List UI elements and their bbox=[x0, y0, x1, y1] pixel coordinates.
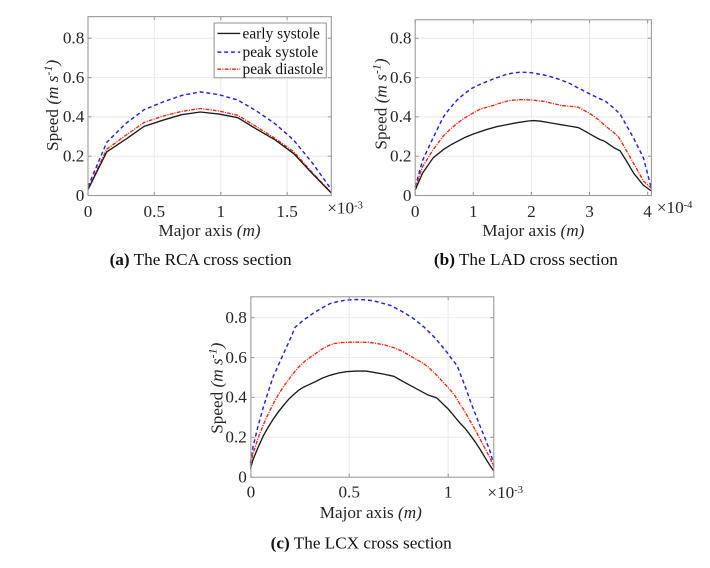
svg-text:0.6: 0.6 bbox=[225, 348, 247, 367]
svg-text:×10-3: ×10-3 bbox=[327, 199, 363, 218]
svg-text:0: 0 bbox=[238, 468, 247, 487]
svg-text:0.2: 0.2 bbox=[63, 147, 84, 166]
svg-text:1: 1 bbox=[444, 483, 453, 502]
svg-text:0: 0 bbox=[403, 186, 412, 205]
svg-text:1: 1 bbox=[217, 202, 226, 221]
svg-text:Major axis (m): Major axis (m) bbox=[159, 221, 261, 240]
svg-text:Speed (m s-1): Speed (m s-1) bbox=[206, 342, 227, 433]
svg-text:0.8: 0.8 bbox=[390, 29, 411, 48]
svg-text:4: 4 bbox=[643, 202, 652, 221]
svg-text:Speed (m s-1): Speed (m s-1) bbox=[370, 58, 391, 149]
svg-text:0: 0 bbox=[84, 202, 93, 221]
svg-text:0.4: 0.4 bbox=[390, 107, 412, 126]
svg-text:0: 0 bbox=[247, 483, 256, 502]
svg-text:0.4: 0.4 bbox=[225, 388, 247, 407]
svg-text:0.5: 0.5 bbox=[338, 483, 359, 502]
svg-text:(c) The LCX cross section: (c) The LCX cross section bbox=[271, 533, 452, 552]
svg-text:1.5: 1.5 bbox=[276, 202, 297, 221]
svg-text:0: 0 bbox=[76, 186, 85, 205]
svg-text:0: 0 bbox=[411, 202, 420, 221]
svg-text:Major axis (m): Major axis (m) bbox=[482, 221, 584, 240]
svg-text:peak diastole: peak diastole bbox=[243, 61, 324, 78]
svg-text:0.8: 0.8 bbox=[225, 308, 246, 327]
svg-text:(b) The LAD cross section: (b) The LAD cross section bbox=[434, 250, 618, 269]
svg-text:2: 2 bbox=[527, 202, 536, 221]
svg-text:Speed (m s-1): Speed (m s-1) bbox=[41, 60, 62, 151]
svg-text:Major axis (m): Major axis (m) bbox=[320, 503, 422, 522]
svg-text:early systole: early systole bbox=[243, 25, 321, 42]
svg-text:0.4: 0.4 bbox=[63, 107, 85, 126]
svg-text:1: 1 bbox=[469, 202, 478, 221]
svg-text:3: 3 bbox=[585, 202, 594, 221]
svg-text:0.2: 0.2 bbox=[225, 428, 246, 447]
svg-text:0.5: 0.5 bbox=[144, 202, 165, 221]
svg-text:(a) The RCA cross section: (a) The RCA cross section bbox=[110, 250, 292, 269]
svg-text:0.8: 0.8 bbox=[63, 29, 84, 48]
svg-text:peak systole: peak systole bbox=[243, 44, 319, 61]
svg-text:0.6: 0.6 bbox=[63, 68, 85, 87]
svg-text:0.2: 0.2 bbox=[390, 147, 411, 166]
svg-text:0.6: 0.6 bbox=[390, 68, 412, 87]
svg-text:×10-3: ×10-3 bbox=[487, 483, 523, 502]
